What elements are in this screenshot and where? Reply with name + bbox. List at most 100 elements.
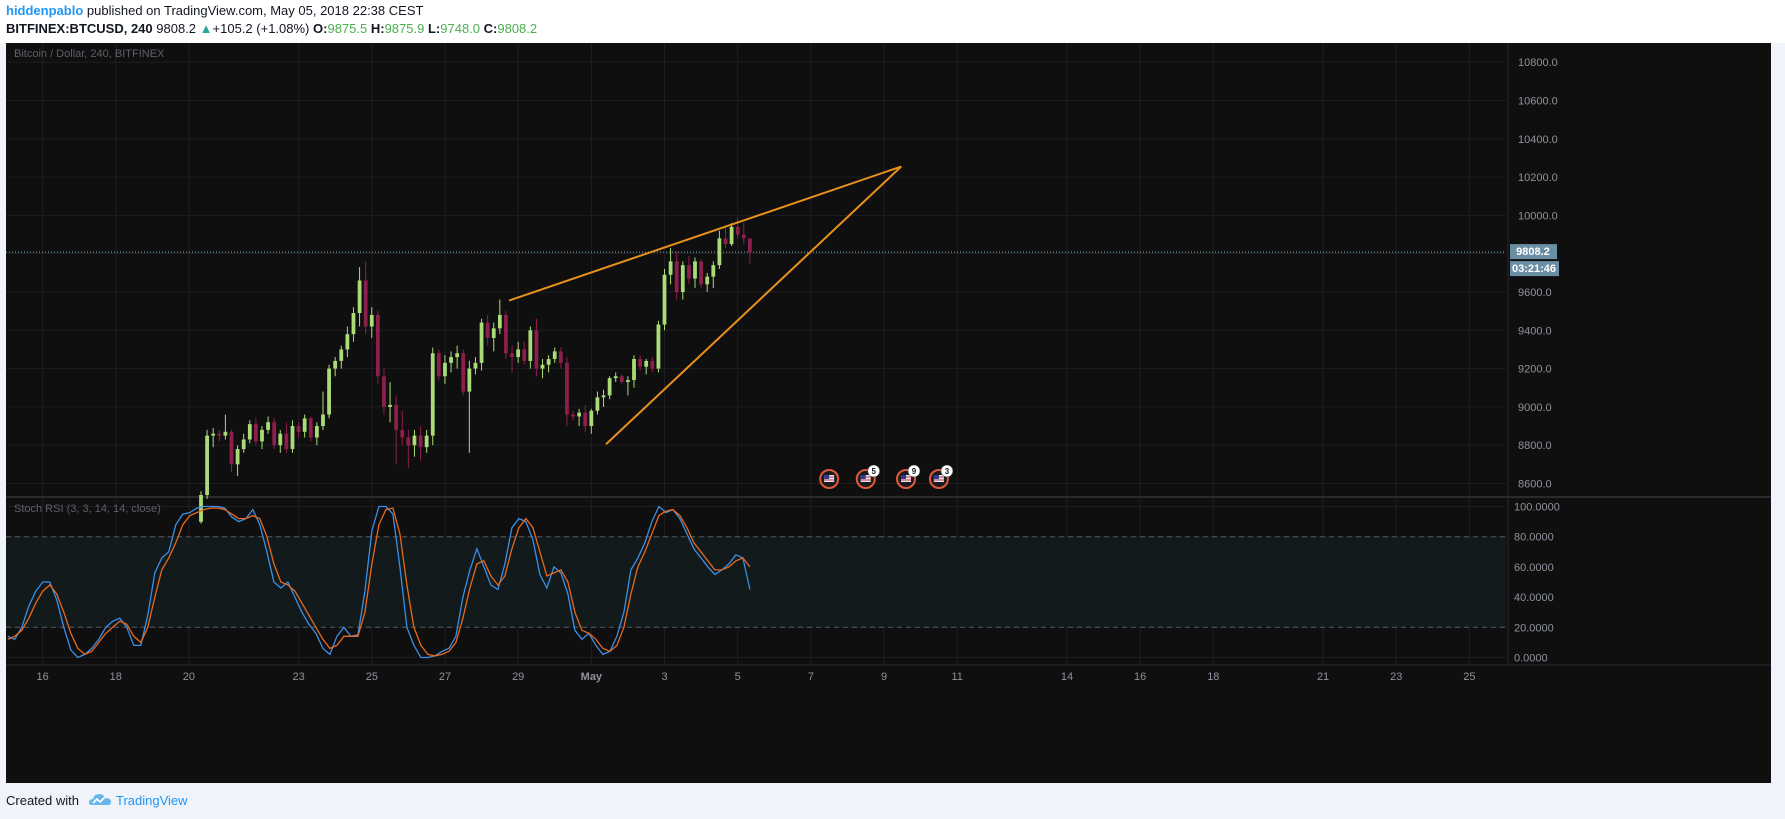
candle-body (583, 412, 588, 427)
osc-y-tick-label: 80.0000 (1514, 532, 1554, 544)
candle-body (595, 397, 600, 411)
candle-body (302, 418, 307, 432)
y-tick-label: 10800.0 (1518, 57, 1558, 69)
x-tick-label: 21 (1317, 671, 1329, 683)
candle-body (205, 435, 209, 495)
high-label: H: (370, 21, 385, 36)
tradingview-link[interactable]: TradingView (116, 793, 188, 808)
candle-body (272, 422, 277, 446)
stoch-band-fill (6, 536, 1506, 628)
y-tick-label: 10000.0 (1518, 210, 1558, 222)
candle-body (339, 349, 344, 361)
candle-body (235, 449, 240, 465)
osc-y-tick-label: 40.0000 (1514, 592, 1554, 604)
event-count-label: 5 (872, 467, 877, 476)
candle-body (394, 404, 399, 430)
chart-canvas[interactable]: 8600.08800.09000.09200.09400.09600.09800… (6, 43, 1771, 783)
candle-body (552, 351, 557, 360)
candle-body (656, 324, 661, 369)
main-pane-title: Bitcoin / Dollar, 240, BITFINEX (14, 48, 165, 60)
candle-body (680, 265, 685, 292)
candle-body (674, 261, 679, 292)
candle-body (717, 238, 722, 266)
chart-header: hiddenpablo published on TradingView.com… (0, 0, 1785, 43)
stoch-k-line (7, 505, 751, 659)
candle-body (729, 226, 734, 245)
x-tick-label: 14 (1061, 671, 1073, 683)
y-tick-label: 10200.0 (1518, 172, 1558, 184)
candle-body (229, 431, 234, 465)
candle-body (461, 353, 466, 392)
x-tick-label: 16 (36, 671, 48, 683)
candle-body (388, 404, 392, 407)
y-tick-label: 10600.0 (1518, 95, 1558, 107)
x-tick-label: 9 (881, 671, 887, 683)
candle-body (321, 414, 325, 427)
candle-body (223, 431, 228, 436)
candle-body (577, 412, 582, 417)
candle-body (650, 360, 655, 369)
candle-body (497, 314, 502, 329)
candle-body (406, 437, 411, 446)
candle-body (266, 422, 270, 430)
candle-body (638, 359, 643, 367)
event-count-badge (940, 464, 954, 478)
candle-body (357, 280, 362, 314)
author-link[interactable]: hiddenpablo (6, 3, 84, 18)
x-tick-label: 23 (1390, 671, 1402, 683)
event-count-badge (867, 464, 881, 478)
footer: Created with TradingView (0, 783, 1785, 819)
event-count-badge (907, 464, 921, 478)
candle-body (540, 364, 545, 369)
current-price-tag (1510, 244, 1557, 260)
y-tick-label: 9000.0 (1518, 402, 1552, 414)
candle-body (491, 328, 496, 338)
candle-body (467, 368, 472, 392)
candle-body (436, 353, 441, 377)
flag-canton (901, 475, 906, 479)
candle-body (351, 313, 356, 335)
y-tick-label: 9400.0 (1518, 325, 1552, 337)
candle-body (613, 376, 618, 379)
candle-body (247, 424, 252, 440)
flag-canton (933, 475, 939, 479)
candle-body (455, 353, 460, 358)
current-price-label: 9808.2 (1516, 246, 1550, 258)
candle-body (644, 360, 649, 367)
candle-body (418, 435, 423, 448)
symbol-label: BITFINEX:BTCUSD, 240 (6, 21, 153, 36)
candle-body (473, 362, 478, 369)
candle-body (522, 349, 527, 361)
candle-body (333, 360, 338, 369)
candle-body (217, 433, 222, 436)
candle-body (479, 322, 484, 363)
osc-y-tick-label: 20.0000 (1514, 622, 1554, 634)
candle-body (571, 414, 575, 417)
x-tick-label: 25 (1463, 671, 1475, 683)
candle-body (424, 435, 429, 448)
candle-body (327, 368, 331, 415)
candle-body (278, 433, 283, 446)
candle-body (382, 376, 386, 407)
candle-body (534, 330, 539, 369)
y-tick-label: 9600.0 (1518, 287, 1552, 299)
candle-body (705, 276, 710, 285)
candle-body (662, 274, 667, 325)
candle-body (369, 314, 374, 327)
candle-body (546, 359, 551, 365)
chart-area[interactable]: 8600.08800.09000.09200.09400.09600.09800… (6, 43, 1771, 783)
candle-body (260, 429, 264, 442)
candle-body (485, 322, 490, 338)
candle-body (449, 357, 453, 363)
stoch-rsi-title: Stoch RSI (3, 3, 14, 14, close) (14, 503, 161, 515)
created-with-text: Created with (6, 793, 79, 808)
low-label: L: (427, 21, 441, 36)
candle-body (504, 314, 508, 354)
close-value: 9808.2 (497, 21, 538, 36)
event-count-label: 9 (912, 467, 917, 476)
up-arrow-icon: ▲ (199, 21, 213, 36)
high-value: 9875.9 (384, 21, 425, 36)
open-value: 9875.5 (327, 21, 368, 36)
candle-body (741, 234, 746, 239)
candle-body (375, 314, 380, 377)
